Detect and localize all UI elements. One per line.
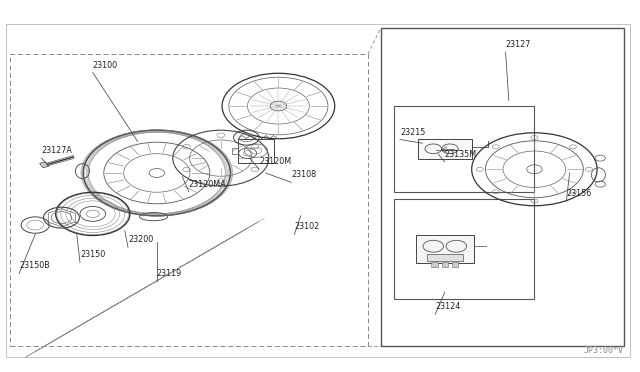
Bar — [6, 24, 630, 357]
Bar — [452, 262, 458, 267]
Bar — [394, 106, 534, 192]
Text: 23119: 23119 — [157, 269, 182, 278]
Text: 23156: 23156 — [566, 189, 591, 198]
Text: 23127: 23127 — [506, 40, 531, 49]
Text: 23215: 23215 — [400, 128, 426, 137]
Bar — [394, 199, 534, 299]
Bar — [232, 148, 239, 154]
Text: 23124: 23124 — [435, 302, 460, 311]
Bar — [427, 254, 463, 261]
Text: 23100: 23100 — [93, 61, 118, 70]
Text: 23150: 23150 — [80, 250, 105, 259]
Polygon shape — [40, 162, 49, 168]
Text: 23102: 23102 — [294, 222, 319, 231]
Bar — [381, 28, 624, 346]
Text: 23200: 23200 — [128, 235, 153, 244]
Text: 23127A: 23127A — [42, 146, 72, 155]
Text: 23135M: 23135M — [445, 150, 477, 159]
Text: 23120MA: 23120MA — [189, 180, 227, 189]
Text: 23108: 23108 — [291, 170, 316, 179]
Bar — [416, 235, 474, 263]
Text: JP3:00*V: JP3:00*V — [584, 346, 624, 355]
Bar — [442, 262, 448, 267]
Bar — [431, 262, 438, 267]
Bar — [239, 139, 274, 163]
Text: 23120M: 23120M — [259, 157, 291, 166]
Bar — [417, 139, 472, 159]
Bar — [10, 54, 368, 346]
Text: 23150B: 23150B — [19, 262, 50, 270]
